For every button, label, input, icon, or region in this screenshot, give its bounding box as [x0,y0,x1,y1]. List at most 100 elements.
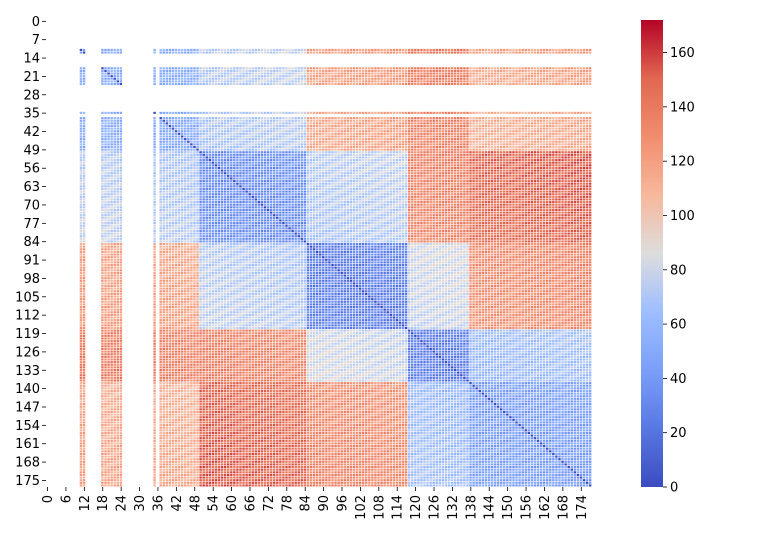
heatmap-cell [266,169,270,172]
heatmap-cell [383,148,386,151]
heatmap-cell [322,166,325,170]
heatmap-cell [398,169,402,172]
heatmap-cell [536,161,540,164]
heatmap-cell [558,122,561,125]
heatmap-cell [573,156,577,159]
heatmap-cell [285,80,288,83]
heatmap-cell [441,174,445,177]
heatmap-cell [193,169,196,172]
heatmap-cell [331,48,334,51]
heatmap-cell [187,156,190,159]
heatmap-cell [257,69,261,72]
heatmap-cell [386,135,389,138]
heatmap-cell [521,151,524,154]
heatmap-cell [168,177,172,180]
heatmap-cell [331,161,334,164]
heatmap-cell [196,117,199,120]
heatmap-cell [319,69,322,72]
heatmap-cell [545,135,549,138]
heatmap-cell [398,148,402,151]
heatmap-cell [383,156,386,159]
heatmap-cell [469,132,472,135]
heatmap-cell [239,80,242,83]
heatmap-cell [515,151,518,154]
heatmap-cell [573,122,577,125]
heatmap-cell [297,159,300,162]
heatmap-cell [411,148,414,151]
heatmap-cell [386,111,389,114]
heatmap-cell [579,127,583,130]
heatmap-cell [300,72,304,75]
heatmap-cell [527,166,531,170]
heatmap-cell [300,169,304,172]
heatmap-cell [279,161,282,164]
heatmap-cell [503,124,506,128]
heatmap-cell [512,82,515,86]
heatmap-cell [484,130,488,133]
heatmap-cell [340,135,343,138]
heatmap-cell [533,127,537,130]
heatmap-cell [570,156,573,159]
heatmap-cell [282,145,285,149]
heatmap-cell [478,77,481,80]
heatmap-cell [165,174,169,177]
heatmap-cell [107,145,110,149]
heatmap-cell [417,72,420,75]
heatmap-cell [407,51,411,54]
heatmap-cell [414,75,417,78]
heatmap-cell [230,151,233,154]
heatmap-cell [248,132,251,135]
heatmap-cell [331,164,334,167]
heatmap-cell [503,148,506,151]
heatmap-cell [398,127,402,130]
heatmap-cell [214,156,218,159]
heatmap-cell [223,48,227,51]
heatmap-cell [294,161,297,164]
heatmap-cell [303,119,307,122]
heatmap-cell [512,75,515,78]
heatmap-cell [542,143,546,146]
heatmap-cell [205,75,208,78]
heatmap-cell [325,67,328,70]
heatmap-cell [331,138,334,141]
heatmap-cell [107,138,110,141]
heatmap-cell [199,145,202,149]
heatmap-cell [116,172,119,175]
heatmap-cell [205,111,208,114]
heatmap-cell [294,138,297,141]
heatmap-cell [205,130,208,133]
heatmap-cell [288,72,291,75]
heatmap-cell [291,169,294,172]
heatmap-cell [561,156,564,159]
heatmap-cell [496,80,500,83]
heatmap-cell [190,145,193,149]
heatmap-cell [211,161,215,164]
heatmap-cell [254,174,258,177]
heatmap-cell [288,132,291,135]
heatmap-cell [429,156,432,159]
heatmap-cell [254,80,258,83]
heatmap-cell [107,151,110,154]
heatmap-cell [539,119,543,122]
heatmap-cell [549,138,552,141]
heatmap-cell [217,130,221,133]
heatmap-cell [153,138,156,141]
heatmap-cell [567,117,570,120]
heatmap-cell [582,169,586,172]
heatmap-cell [549,174,552,177]
heatmap-cell [585,156,589,159]
heatmap-cell [272,174,276,177]
heatmap-cell [389,166,392,170]
heatmap-cell [567,51,570,54]
heatmap-cell [478,132,481,135]
heatmap-cell [202,164,205,167]
heatmap-cell [187,130,190,133]
heatmap-cell [291,135,294,138]
heatmap-cell [165,117,169,120]
heatmap-cell [312,140,316,143]
heatmap-cell [113,138,116,141]
heatmap-cell [165,161,169,164]
heatmap-cell [365,122,368,125]
heatmap-cell [236,172,239,175]
heatmap-cell [530,80,534,83]
